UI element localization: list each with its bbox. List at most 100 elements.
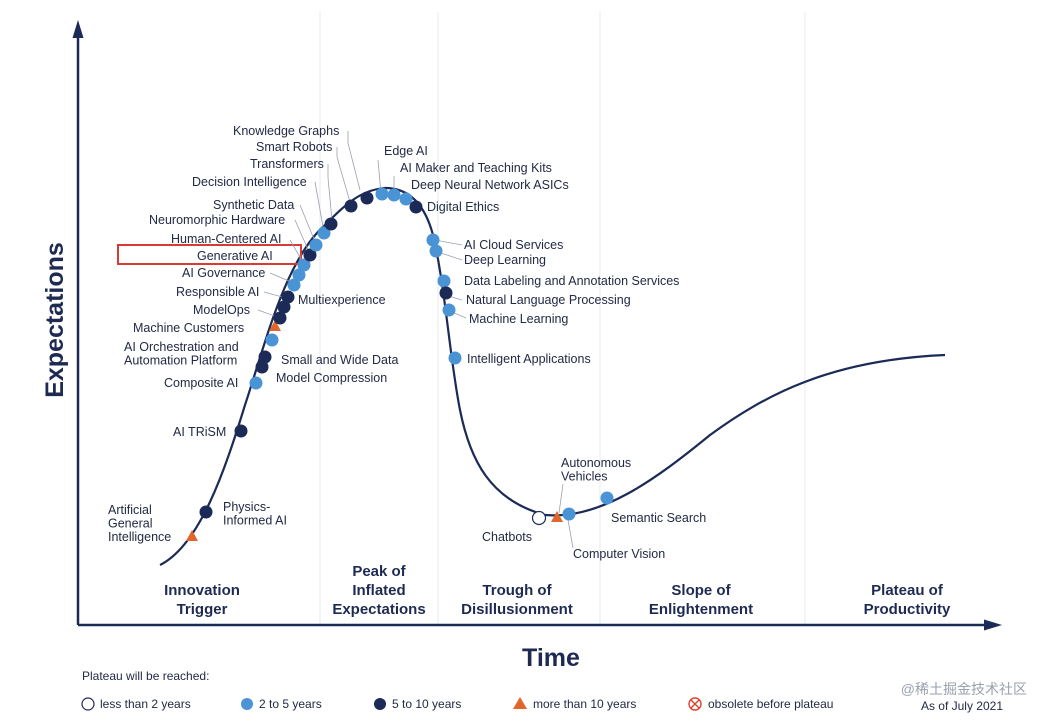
marker-knowledge-graphs [360, 191, 374, 205]
marker-deep-learning [429, 244, 443, 258]
marker-model-compression [255, 360, 269, 374]
leader-line [567, 519, 574, 549]
legend-title: Plateau will be reached: [82, 669, 209, 683]
obsolete-icon [688, 697, 702, 711]
marker-semantic-search [600, 491, 614, 505]
tech-label-responsible-ai: Responsible AI [176, 285, 259, 299]
leader-line [314, 181, 325, 233]
marker-physics-informed-ai [199, 505, 213, 519]
legend-label-blue: 2 to 5 years [259, 697, 322, 711]
watermark: @稀土掘金技术社区 [901, 681, 1027, 697]
marker-dnn-asics [399, 192, 413, 206]
tech-label-composite-ai: Composite AI [164, 376, 238, 390]
legend: Plateau will be reached: less than 2 yea… [81, 669, 833, 711]
tech-label-computer-vision: Computer Vision [573, 547, 665, 561]
tech-label-neuromorphic-hardware: Neuromorphic Hardware [149, 213, 285, 227]
marker-autonomous-vehicles [551, 511, 563, 522]
marker-chatbots [531, 510, 547, 526]
tech-label-ai-trism: AI TRiSM [173, 425, 226, 439]
legend-marker-white [81, 697, 95, 711]
tech-label-ai-orchestration: AI Orchestration and Automation Platform [124, 340, 239, 368]
marker-human-centered-ai [297, 258, 311, 272]
tech-label-edge-ai: Edge AI [384, 144, 428, 158]
tech-label-deep-learning: Deep Learning [464, 253, 546, 267]
leader-lines [257, 131, 574, 549]
leader-line [434, 239, 463, 246]
as-of-date: As of July 2021 [921, 699, 1003, 713]
marker-smart-robots [344, 199, 358, 213]
leader-line [299, 204, 317, 245]
phase-label-trough: Trough of Disillusionment [461, 582, 573, 618]
leader-line [558, 483, 564, 514]
phase-label-innovation-trigger: Innovation Trigger [164, 582, 240, 618]
marker-ai-governance [287, 278, 301, 292]
marker-neuromorphic-hardware [303, 248, 317, 262]
tech-label-data-labeling: Data Labeling and Annotation Services [464, 274, 679, 288]
tech-label-semantic-search: Semantic Search [611, 511, 706, 525]
tech-label-decision-intelligence: Decision Intelligence [192, 175, 307, 189]
marker-ai-trism [234, 424, 248, 438]
marker-intelligent-applications [448, 351, 462, 365]
phase-label-peak: Peak of Inflated Expectations [332, 563, 425, 618]
marker-multiexperience [281, 290, 295, 304]
technology-markers [186, 187, 614, 541]
tech-label-generative-ai: Generative AI [197, 249, 273, 263]
tech-label-machine-learning: Machine Learning [469, 312, 568, 326]
legend-marker-navy [374, 698, 386, 710]
phase-label-slope: Slope of Enlightenment [649, 582, 753, 618]
tech-label-ai-governance: AI Governance [182, 266, 265, 280]
tech-label-artificial-general-intelligence: Artificial General Intelligence [108, 503, 171, 544]
legend-label-navy: 5 to 10 years [392, 697, 461, 711]
tech-label-modelops: ModelOps [193, 303, 250, 317]
tech-label-transformers: Transformers [250, 157, 324, 171]
tech-label-smart-robots: Smart Robots [256, 140, 332, 154]
leader-line [327, 164, 333, 221]
legend-label-obsolete: obsolete before plateau [708, 697, 833, 711]
tech-label-digital-ethics: Digital Ethics [427, 200, 499, 214]
technology-labels: Artificial General Intelligence Physics-In… [108, 124, 706, 561]
tech-label-ai-cloud-services: AI Cloud Services [464, 238, 563, 252]
tech-label-small-and-wide-data: Small and Wide Data [281, 353, 398, 367]
marker-data-labeling [437, 274, 451, 288]
marker-machine-learning [442, 303, 456, 317]
marker-small-and-wide-data [258, 350, 272, 364]
legend-marker-triangle [513, 697, 527, 709]
x-axis-arrow-icon [984, 619, 1002, 631]
marker-responsible-ai [277, 300, 291, 314]
marker-ai-orchestration [265, 333, 279, 347]
marker-edge-ai [375, 187, 389, 201]
marker-artificial-general-intelligence [186, 530, 198, 541]
generative-ai-highlight-box [117, 244, 302, 265]
marker-composite-ai [249, 376, 263, 390]
tech-label-physics-informed-ai: Physics-Informed AI [223, 500, 287, 528]
marker-digital-ethics [409, 200, 423, 214]
marker-machine-customers [269, 320, 281, 331]
marker-decision-intelligence [317, 226, 331, 240]
phase-labels: Innovation Trigger Peak of Inflated Expecta… [164, 563, 951, 618]
tech-label-knowledge-graphs: Knowledge Graphs [233, 124, 339, 138]
marker-transformers [324, 217, 338, 231]
tech-label-nlp: Natural Language Processing [466, 293, 631, 307]
tech-label-machine-customers: Machine Customers [133, 321, 244, 335]
marker-generative-ai [292, 268, 306, 282]
y-axis-arrow-icon [72, 20, 84, 38]
legend-marker-blue [241, 698, 253, 710]
x-axis-title: Time [522, 644, 580, 672]
y-axis-title: Expectations [41, 242, 69, 398]
marker-nlp [439, 286, 453, 300]
tech-label-multiexperience: Multiexperience [298, 293, 386, 307]
marker-computer-vision [562, 507, 576, 521]
legend-label-white: less than 2 years [100, 697, 191, 711]
tech-label-model-compression: Model Compression [276, 371, 387, 385]
leader-line [336, 147, 351, 203]
tech-label-intelligent-applications: Intelligent Applications [467, 352, 591, 366]
tech-label-dnn-asics: Deep Neural Network ASICs [411, 178, 569, 192]
tech-label-synthetic-data: Synthetic Data [213, 198, 294, 212]
tech-label-chatbots: Chatbots [482, 530, 532, 544]
tech-label-ai-maker-kits: AI Maker and Teaching Kits [400, 161, 552, 175]
phase-dividers [319, 12, 806, 625]
tech-label-human-centered-ai: Human-Centered AI [171, 232, 281, 246]
legend-label-triangle: more than 10 years [533, 697, 636, 711]
